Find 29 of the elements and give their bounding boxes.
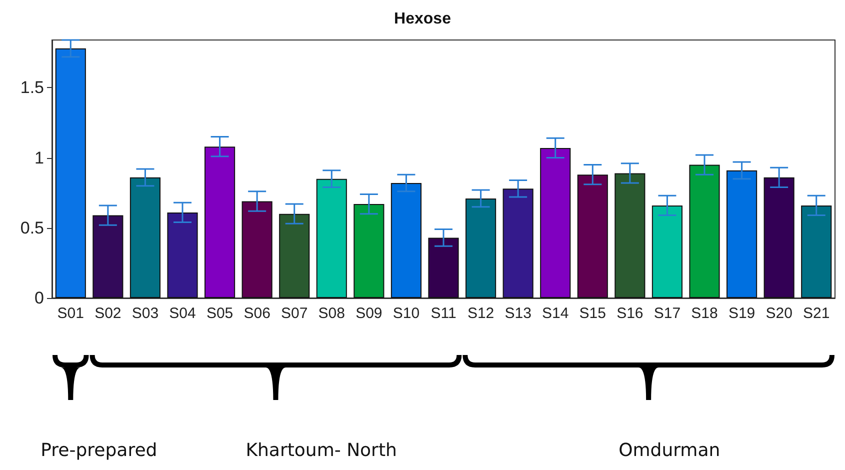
- x-tick-label: S15: [579, 305, 606, 322]
- y-tick-label: 0.5: [20, 218, 44, 238]
- x-tick-label: S17: [654, 305, 681, 322]
- x-tick-label: S04: [169, 305, 196, 322]
- x-tick-label: S18: [691, 305, 718, 322]
- text: Khartoum- North: [246, 440, 397, 461]
- x-tick-label: S20: [766, 305, 792, 322]
- y-tick-label: 1: [34, 148, 44, 168]
- y-tick-label: 1.5: [20, 78, 44, 98]
- x-tick-label: S05: [206, 305, 234, 322]
- x-tick-label: S11: [430, 305, 456, 322]
- chart-title: Hexose: [394, 10, 452, 28]
- x-tick-label: S10: [392, 305, 420, 322]
- text: Pre-prepared: [40, 440, 158, 461]
- x-tick-label: S07: [281, 305, 308, 322]
- x-tick-label: S14: [542, 305, 569, 322]
- x-tick-label: S12: [467, 305, 494, 322]
- x-tick-label: S06: [244, 305, 270, 322]
- x-tick-label: S21: [803, 305, 830, 322]
- x-tick-label: S02: [94, 305, 122, 322]
- x-tick-label: S19: [728, 305, 756, 322]
- x-tick-label: S01: [57, 305, 84, 322]
- x-tick-label: S03: [132, 305, 159, 322]
- x-tick-label: S08: [318, 305, 345, 322]
- text: Omdurman: [618, 440, 720, 461]
- y-tick-label: 0: [34, 288, 44, 308]
- x-tick-label: S13: [504, 305, 532, 322]
- x-tick-label: S09: [356, 305, 382, 322]
- x-tick-label: S16: [616, 305, 644, 322]
